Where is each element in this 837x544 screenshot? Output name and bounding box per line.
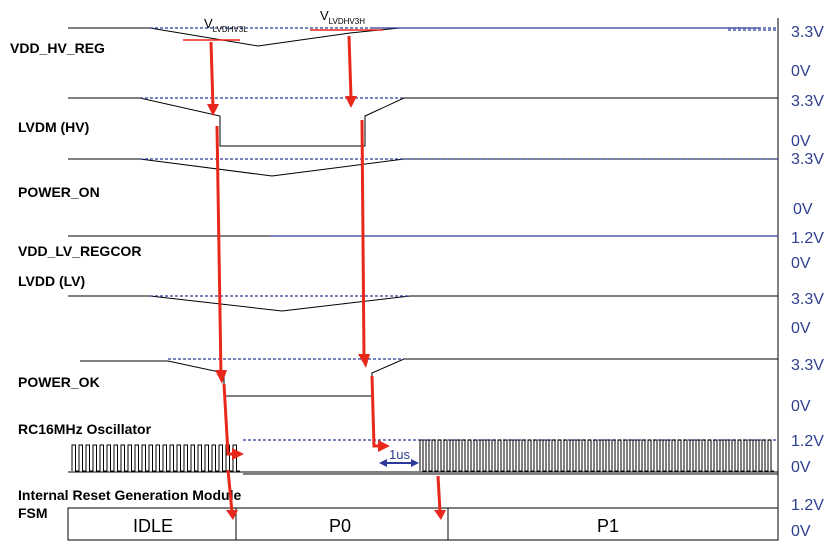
delay-1us-label: 1us	[389, 447, 410, 462]
waveform-rc16mhz-oscillator	[68, 439, 778, 475]
volt-fsm-low: 0V	[791, 523, 811, 540]
fsm-state-idle: IDLE	[133, 516, 173, 536]
arrow-lvdm-to-power-ok-rise	[360, 119, 366, 359]
volt-lvdm-low: 0V	[791, 133, 811, 150]
volt-lvdd-low: 0V	[791, 320, 811, 337]
arrow-threshold-high-to-lvdm	[347, 35, 353, 99]
waveform-power-on	[68, 158, 778, 177]
volt-regcor-high: 1.2V	[791, 230, 824, 247]
waveform-vdd-hv-reg	[68, 27, 778, 47]
label-power-ok: POWER_OK	[18, 374, 100, 390]
label-vdd-lv-regcor: VDD_LV_REGCOR	[18, 243, 141, 259]
volt-lvdd-high: 3.3V	[791, 291, 824, 308]
label-fsm: FSM	[18, 505, 48, 521]
causal-arrows	[207, 35, 446, 520]
label-power-on: POWER_ON	[18, 184, 100, 200]
waveform-power-ok	[80, 358, 778, 397]
arrow-threshold-low-to-lvdm	[209, 41, 215, 109]
label-lvdm-hv: LVDM (HV)	[18, 119, 89, 135]
arrow-power-ok-to-oscillator-stop	[222, 383, 236, 456]
volt-fsm-high: 1.2V	[791, 497, 824, 514]
waveform-lvdd-lv	[68, 295, 778, 312]
fsm-state-bar: IDLE P0 P1	[67, 507, 779, 541]
volt-lvdm-high: 3.3V	[791, 93, 824, 110]
volt-regcor-low: 0V	[791, 255, 811, 272]
fsm-state-p0: P0	[329, 516, 351, 536]
fsm-state-p1: P1	[597, 516, 619, 536]
volt-power-on-high: 3.3V	[791, 151, 824, 168]
volt-power-on-low: 0V	[793, 201, 813, 218]
volt-vdd-hv-low: 0V	[791, 63, 811, 80]
label-internal-reset-module: Internal Reset Generation Module	[18, 487, 241, 503]
volt-power-ok-high: 3.3V	[791, 357, 824, 374]
label-lvdd-lv: LVDD (LV)	[18, 273, 85, 289]
threshold-low-label: VLVDHV3L	[204, 16, 248, 34]
delay-1us-marker: 1us	[379, 447, 419, 467]
arrow-oscillator-to-fsm-p0	[226, 469, 234, 513]
volt-rc16-low: 0V	[791, 459, 811, 476]
volt-rc16-high: 1.2V	[791, 433, 824, 450]
arrow-oscillator-to-fsm-p1	[436, 475, 442, 513]
volt-power-ok-low: 0V	[791, 398, 811, 415]
label-rc16mhz-oscillator: RC16MHz Oscillator	[18, 421, 152, 437]
arrow-power-ok-to-oscillator-start	[370, 375, 382, 448]
label-vdd-hv-reg: VDD_HV_REG	[10, 40, 105, 56]
volt-vdd-hv-high: 3.3V	[791, 24, 824, 41]
waveform-lvdm-hv	[68, 97, 778, 147]
arrow-lvdm-to-power-ok-fall	[215, 125, 223, 377]
threshold-high-label: VLVDHV3H	[320, 8, 365, 26]
